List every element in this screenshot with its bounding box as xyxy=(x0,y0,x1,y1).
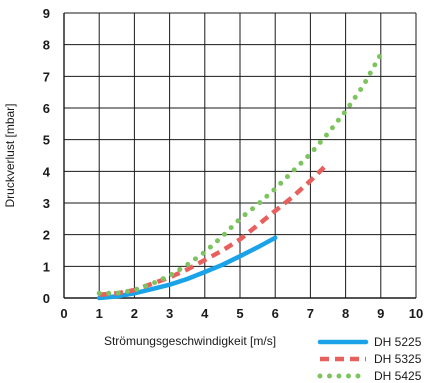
y-tick-label: 1 xyxy=(43,259,50,274)
legend-label: DH 5325 xyxy=(374,352,422,366)
y-axis-label: Druckverlust [mbar] xyxy=(3,103,17,207)
x-tick-label: 10 xyxy=(409,306,423,321)
x-tick-label: 8 xyxy=(342,306,349,321)
y-tick-label: 8 xyxy=(43,38,50,53)
x-tick-label: 0 xyxy=(60,306,67,321)
y-tick-label: 7 xyxy=(43,69,50,84)
x-tick-labels: 0 1 2 3 4 5 6 7 8 9 10 xyxy=(60,306,423,321)
y-tick-label: 6 xyxy=(43,101,50,116)
series-lines xyxy=(96,51,384,301)
series-line-dh-5225 xyxy=(96,235,278,301)
x-axis-label: Strömungsgeschwindigkeit [m/s] xyxy=(104,334,276,348)
x-tick-label: 7 xyxy=(307,306,314,321)
y-tick-label: 5 xyxy=(43,133,50,148)
series-line-dh-5325 xyxy=(99,161,330,298)
x-tick-label: 4 xyxy=(201,306,209,321)
y-tick-label: 0 xyxy=(43,291,50,306)
x-tick-label: 5 xyxy=(236,306,243,321)
y-tick-label: 9 xyxy=(43,6,50,21)
x-tick-label: 6 xyxy=(272,306,279,321)
y-tick-label: 2 xyxy=(43,228,50,243)
x-tick-label: 3 xyxy=(166,306,173,321)
x-tick-label: 2 xyxy=(131,306,138,321)
legend-label: DH 5425 xyxy=(374,369,422,383)
y-tick-label: 3 xyxy=(43,196,50,211)
x-tick-label: 9 xyxy=(377,306,384,321)
x-tick-label: 1 xyxy=(96,306,103,321)
legend: DH 5225 DH 5325 DH 5425 xyxy=(317,335,422,383)
y-tick-label: 4 xyxy=(43,164,51,179)
series-line-dh-5425 xyxy=(96,51,384,296)
legend-label: DH 5225 xyxy=(374,335,422,349)
grid xyxy=(63,12,417,299)
y-tick-labels: 0 1 2 3 4 5 6 7 8 9 xyxy=(43,6,51,306)
